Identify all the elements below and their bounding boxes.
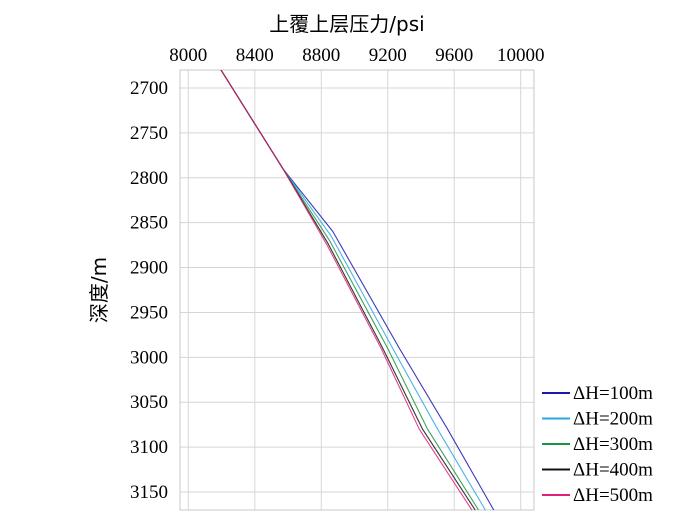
y-axis-title: 深度/m bbox=[87, 257, 111, 323]
y-tick-label: 2800 bbox=[130, 168, 168, 189]
x-tick-label: 9600 bbox=[435, 45, 473, 66]
y-tick-label: 3050 bbox=[130, 392, 168, 413]
plot-frame bbox=[179, 69, 535, 511]
x-tick-label: 8800 bbox=[302, 45, 340, 66]
x-tick-label: 9200 bbox=[369, 45, 407, 66]
legend-label: ΔH=500m bbox=[573, 485, 653, 506]
x-tick-label: 8400 bbox=[236, 45, 274, 66]
y-tick-label: 3150 bbox=[130, 482, 168, 503]
y-tick-label: 2850 bbox=[130, 213, 168, 234]
x-tick-label: 10000 bbox=[497, 45, 545, 66]
series-layer bbox=[220, 70, 495, 510]
x-tick-labels: 8000 8400 8800 9200 9600 10000 bbox=[169, 45, 544, 66]
legend-label: ΔH=100m bbox=[573, 383, 653, 404]
legend-label: ΔH=300m bbox=[573, 434, 653, 455]
legend-label: ΔH=200m bbox=[573, 409, 653, 430]
y-tick-label: 2900 bbox=[130, 258, 168, 279]
y-tick-label: 3100 bbox=[130, 437, 168, 458]
x-axis-title: 上覆上层压力/psi bbox=[269, 12, 424, 36]
grid bbox=[180, 70, 534, 510]
x-tick-label: 8000 bbox=[169, 45, 207, 66]
y-tick-label: 2750 bbox=[130, 123, 168, 144]
y-tick-label: 3000 bbox=[130, 347, 168, 368]
legend-label: ΔH=400m bbox=[573, 460, 653, 481]
y-tick-labels: 2700 2750 2800 2850 2900 2950 3000 3050 3100 3150 bbox=[130, 78, 168, 503]
y-tick-label: 2950 bbox=[130, 302, 168, 323]
y-tick-label: 2700 bbox=[130, 78, 168, 99]
legend: ΔH=100m ΔH=200m ΔH=300m ΔH=400m ΔH=500m bbox=[542, 383, 653, 506]
series-line-5 bbox=[220, 70, 473, 510]
